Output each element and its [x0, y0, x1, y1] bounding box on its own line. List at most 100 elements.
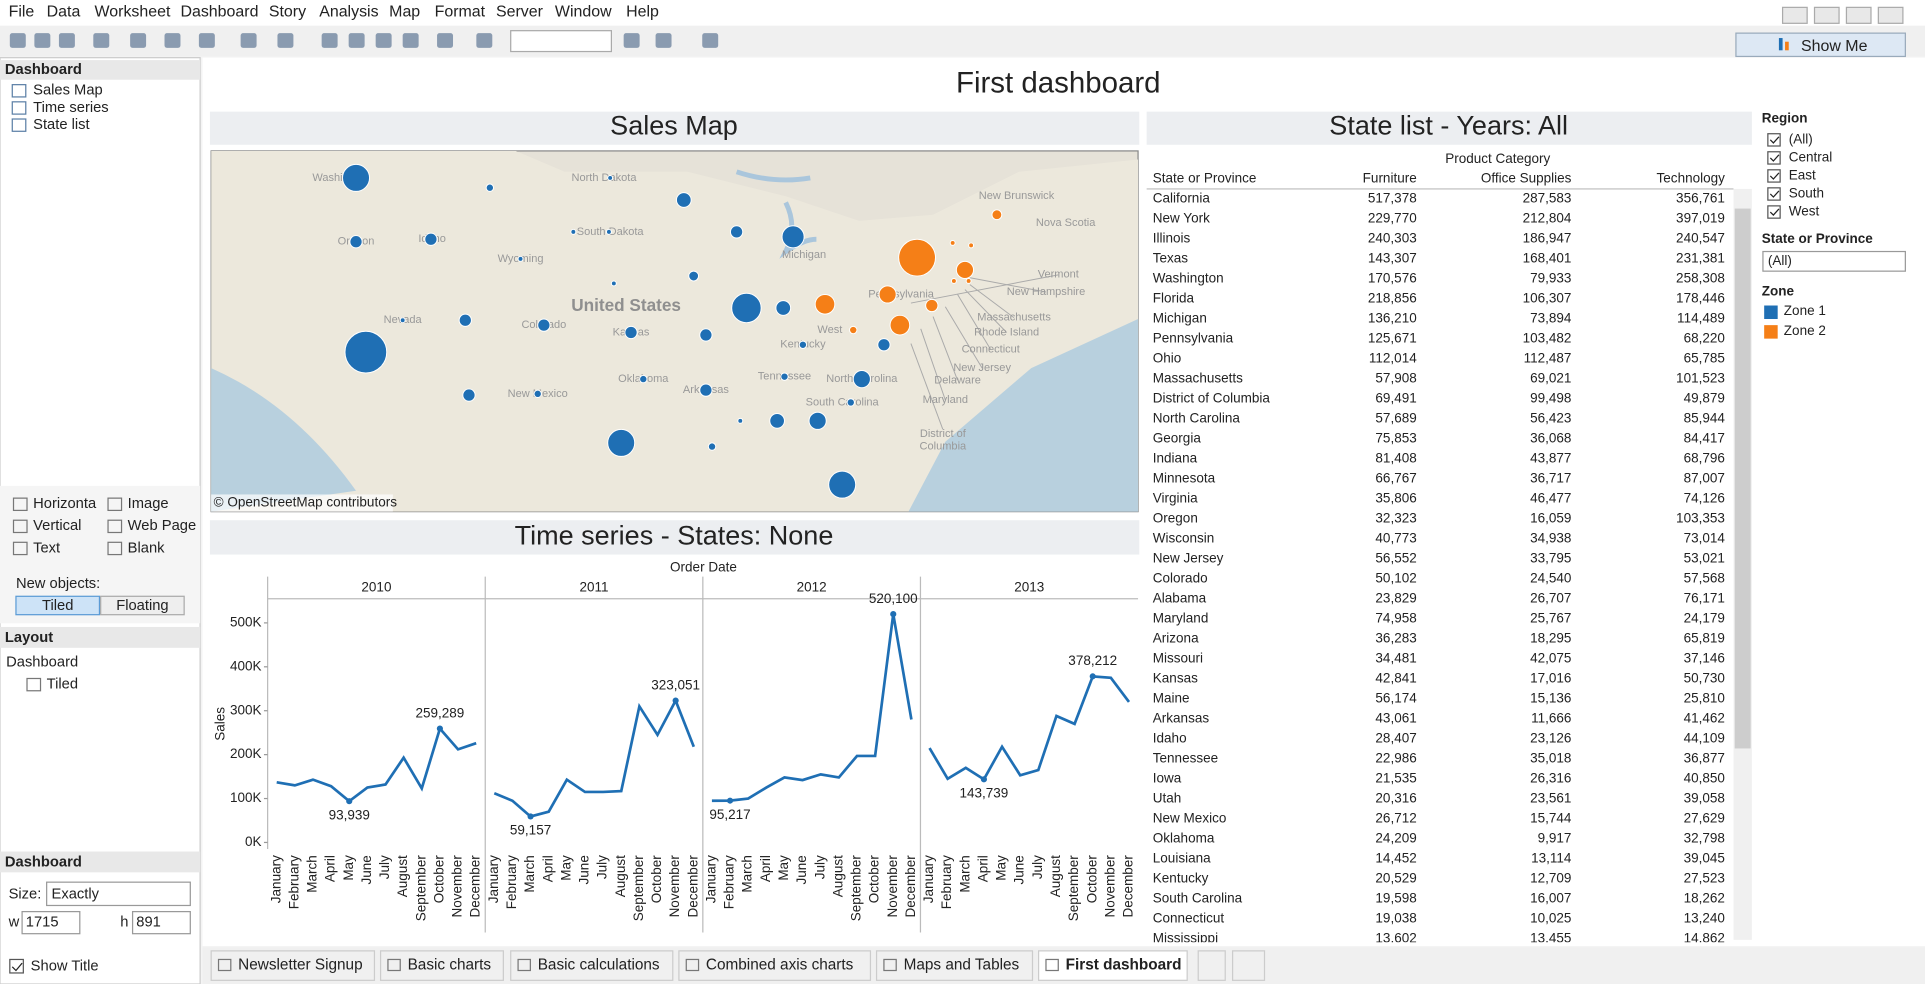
window-control[interactable] — [1845, 6, 1872, 24]
toolbar-icon[interactable] — [655, 33, 672, 48]
toolbar-icon[interactable] — [402, 33, 419, 48]
region-option[interactable]: West — [1789, 204, 1820, 219]
menu-item[interactable]: Worksheet — [95, 3, 171, 20]
map-bubble[interactable] — [950, 278, 957, 284]
map-bubble[interactable] — [991, 209, 1003, 221]
menu-item[interactable]: Server — [496, 3, 544, 20]
toolbar-icon[interactable] — [437, 33, 454, 48]
map-bubble[interactable] — [852, 370, 871, 389]
map-bubble[interactable] — [965, 278, 972, 284]
map-bubble[interactable] — [675, 192, 692, 208]
object-item[interactable]: Web Page — [128, 518, 196, 534]
size-value[interactable]: Exactly — [52, 886, 100, 902]
state-dropdown[interactable] — [1762, 250, 1906, 272]
toolbar-icon[interactable] — [375, 33, 392, 48]
map-bubble[interactable] — [610, 280, 617, 287]
map-bubble[interactable] — [968, 242, 975, 249]
legend-label[interactable]: Zone 2 — [1784, 323, 1826, 338]
sheet-tab[interactable] — [510, 950, 674, 981]
map-bubble[interactable] — [699, 383, 713, 397]
floating-label[interactable]: Floating — [116, 598, 168, 614]
object-item[interactable]: Image — [128, 496, 169, 512]
sheet-tab[interactable] — [379, 950, 504, 981]
sheet-item[interactable]: Time series — [33, 100, 109, 116]
tiled-button[interactable] — [15, 595, 101, 616]
map-bubble[interactable] — [769, 412, 785, 429]
map-bubble[interactable] — [607, 174, 614, 181]
map-bubble[interactable] — [898, 238, 936, 277]
menu-item[interactable]: Analysis — [319, 3, 378, 20]
object-item[interactable]: Text — [33, 540, 60, 556]
menu-item[interactable]: Format — [435, 3, 486, 20]
map-bubble[interactable] — [537, 318, 551, 332]
toolbar-icon[interactable] — [93, 33, 110, 48]
map-bubble[interactable] — [424, 232, 438, 246]
legend-swatch[interactable] — [1764, 305, 1778, 320]
map-bubble[interactable] — [605, 228, 612, 235]
new-sheet-button[interactable] — [1231, 950, 1266, 981]
object-item[interactable]: Vertical — [33, 518, 81, 534]
sheet-tab[interactable] — [1038, 950, 1188, 981]
menu-item[interactable]: Data — [47, 3, 81, 20]
map-bubble[interactable] — [624, 325, 638, 340]
legend-swatch[interactable] — [1764, 325, 1778, 339]
window-control[interactable] — [1781, 6, 1808, 24]
region-checkbox[interactable] — [1767, 133, 1781, 147]
region-option[interactable]: East — [1789, 168, 1816, 183]
region-option[interactable]: Central — [1789, 149, 1833, 164]
region-option[interactable]: (All) — [1789, 131, 1813, 146]
sheet-tab-label[interactable]: First dashboard — [1066, 957, 1182, 974]
h-value[interactable]: 891 — [136, 915, 161, 931]
object-item[interactable]: Horizonta — [33, 496, 97, 512]
toolbar-icon[interactable] — [34, 33, 51, 48]
window-control[interactable] — [1877, 6, 1904, 24]
map-bubble[interactable] — [781, 225, 805, 249]
map-bubble[interactable] — [729, 225, 744, 239]
map-bubble[interactable] — [808, 411, 827, 430]
sheet-item[interactable]: State list — [33, 117, 89, 133]
size-dropdown[interactable] — [46, 881, 191, 907]
toolbar-icon[interactable] — [164, 33, 181, 48]
region-checkbox[interactable] — [1767, 205, 1781, 219]
sheet-tab-label[interactable]: Combined axis charts — [706, 957, 854, 974]
map-bubble[interactable] — [798, 340, 808, 349]
toolbar-icon[interactable] — [198, 33, 215, 48]
menu-item[interactable]: Story — [269, 3, 306, 20]
h-input[interactable] — [131, 910, 191, 935]
map-bubble[interactable] — [707, 442, 717, 451]
legend-label[interactable]: Zone 1 — [1784, 303, 1826, 318]
map-bubble[interactable] — [955, 260, 975, 280]
w-value[interactable]: 1715 — [26, 915, 59, 931]
sheet-item[interactable]: Sales Map — [33, 83, 103, 99]
map-bubble[interactable] — [607, 428, 636, 457]
map-bubble[interactable] — [688, 270, 700, 282]
sheet-tab-label[interactable]: Basic charts — [408, 957, 492, 974]
map-bubble[interactable] — [846, 398, 855, 407]
toolbar-icon[interactable] — [277, 33, 294, 48]
window-control[interactable] — [1813, 6, 1840, 24]
sheet-tab-label[interactable]: Maps and Tables — [904, 957, 1020, 974]
show-title-checkbox[interactable] — [9, 958, 24, 974]
object-item[interactable]: Blank — [128, 540, 165, 556]
sheet-tab-label[interactable]: Basic calculations — [538, 957, 660, 974]
region-checkbox[interactable] — [1767, 151, 1781, 165]
sheet-tab[interactable] — [875, 950, 1034, 981]
map-bubble[interactable] — [699, 328, 713, 342]
map-bubble[interactable] — [458, 313, 472, 327]
map-bubble[interactable] — [775, 300, 792, 316]
map-bubble[interactable] — [849, 325, 858, 335]
map-bubble[interactable] — [780, 372, 789, 381]
map-bubble[interactable] — [517, 255, 524, 262]
toolbar-icon[interactable] — [9, 33, 26, 48]
map-bubble[interactable] — [737, 417, 744, 424]
toolbar-icon[interactable] — [476, 33, 493, 48]
menu-item[interactable]: File — [9, 3, 35, 20]
menu-item[interactable]: Dashboard — [180, 3, 258, 20]
toolbar-icon[interactable] — [348, 33, 365, 48]
map-bubble[interactable] — [828, 470, 857, 499]
map-bubble[interactable] — [925, 298, 939, 313]
map-bubble[interactable] — [570, 228, 577, 235]
scroll-thumb[interactable] — [1734, 208, 1751, 749]
toolbar-combo[interactable] — [510, 30, 612, 53]
show-me-button[interactable] — [1735, 32, 1906, 58]
